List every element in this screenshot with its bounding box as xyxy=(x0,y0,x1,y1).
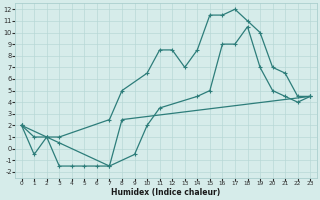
X-axis label: Humidex (Indice chaleur): Humidex (Indice chaleur) xyxy=(111,188,220,197)
